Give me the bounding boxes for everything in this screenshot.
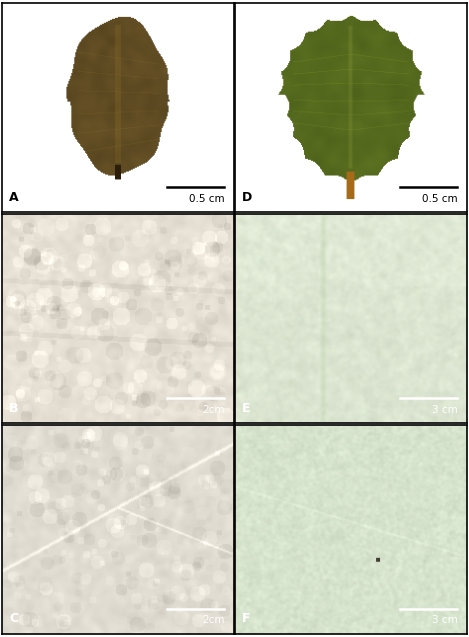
Text: D: D (242, 191, 253, 204)
Text: A: A (9, 191, 19, 204)
Text: B: B (9, 402, 19, 415)
Text: 3 cm: 3 cm (431, 615, 457, 626)
Text: E: E (242, 402, 251, 415)
Text: 0.5 cm: 0.5 cm (189, 194, 224, 204)
Text: 0.5 cm: 0.5 cm (422, 194, 457, 204)
Text: 2cm: 2cm (202, 615, 224, 626)
Text: F: F (242, 612, 251, 626)
Text: 3 cm: 3 cm (431, 404, 457, 415)
Text: 2cm: 2cm (202, 404, 224, 415)
Text: C: C (9, 612, 18, 626)
